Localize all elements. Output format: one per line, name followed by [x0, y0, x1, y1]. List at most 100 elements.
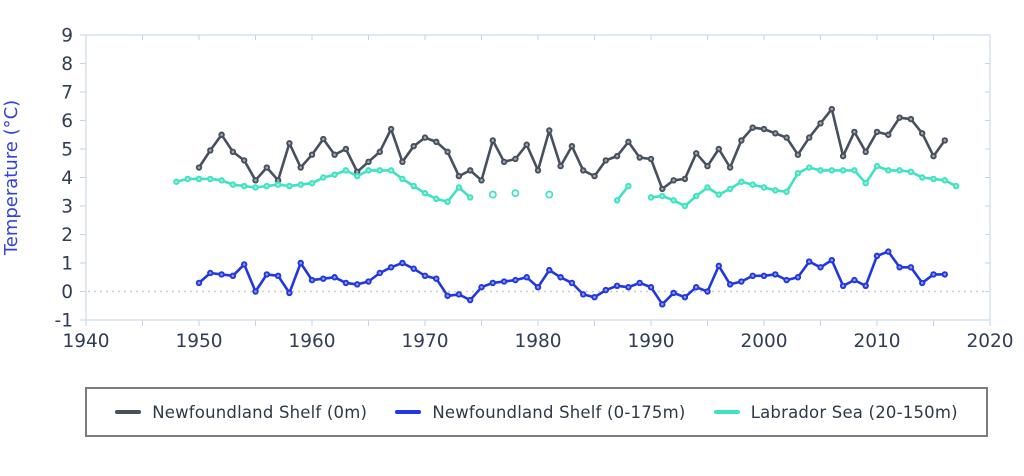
data-point-center-labrador-sea-20-150m [683, 204, 687, 208]
data-point-center-newfoundland-shelf-0-175m [231, 274, 235, 278]
data-point-center-labrador-sea-20-150m [468, 196, 472, 199]
data-point-center-newfoundland-shelf-0-175m [785, 278, 788, 282]
y-tick-label: 0 [61, 282, 73, 303]
data-point-center-newfoundland-shelf-0m [706, 164, 709, 168]
data-point-center-newfoundland-shelf-0-175m [661, 303, 664, 306]
data-point-center-newfoundland-shelf-0m [322, 137, 325, 141]
data-point-center-newfoundland-shelf-0m [638, 156, 641, 159]
series-line-labrador-sea-20-150m [649, 164, 958, 208]
data-point-center-newfoundland-shelf-0m [378, 150, 382, 154]
data-point-center-newfoundland-shelf-0-175m [389, 265, 393, 269]
data-point-center-newfoundland-shelf-0m [570, 144, 574, 148]
data-point-center-newfoundland-shelf-0m [683, 177, 687, 181]
data-point-center-newfoundland-shelf-0m [310, 153, 314, 156]
data-point-center-newfoundland-shelf-0-175m [593, 295, 596, 299]
data-point-center-labrador-sea-20-150m [333, 173, 336, 176]
y-tick-label: 2 [61, 225, 73, 246]
data-point-center-newfoundland-shelf-0m [288, 142, 291, 145]
data-point-center-newfoundland-shelf-0-175m [830, 258, 834, 262]
data-point-center-newfoundland-shelf-0m [231, 150, 235, 154]
data-point-center-newfoundland-shelf-0-175m [491, 281, 495, 285]
data-point-center-labrador-sea-20-150m [175, 180, 178, 184]
data-point-center-labrador-sea-20-150m [661, 194, 664, 198]
data-point-center-newfoundland-shelf-0-175m [514, 278, 517, 282]
data-point-center-newfoundland-shelf-0-175m [536, 285, 540, 289]
data-point-center-newfoundland-shelf-0-175m [378, 271, 382, 275]
data-point-center-labrador-sea-20-150m [615, 199, 619, 202]
data-point-center-newfoundland-shelf-0m [604, 159, 608, 162]
data-point-center-newfoundland-shelf-0m [807, 136, 811, 139]
data-point-center-labrador-sea-20-150m [446, 200, 449, 204]
data-point-center-newfoundland-shelf-0m [728, 166, 732, 169]
data-point-center-labrador-sea-20-150m [830, 169, 834, 172]
data-point-center-newfoundland-shelf-0-175m [898, 265, 901, 269]
x-tick-label: 2000 [740, 331, 787, 352]
legend-label: Labrador Sea (20-150m) [750, 402, 958, 422]
data-point-center-newfoundland-shelf-0m [355, 170, 359, 174]
data-point-center-newfoundland-shelf-0-175m [875, 254, 879, 258]
data-point-center-newfoundland-shelf-0m [615, 154, 619, 158]
data-point-center-labrador-sea-20-150m [288, 184, 291, 188]
data-point-center-newfoundland-shelf-0m [943, 139, 947, 142]
data-point-center-labrador-sea-20-150m [807, 166, 811, 169]
data-point-center-newfoundland-shelf-0m [898, 116, 901, 119]
data-point-center-labrador-sea-20-150m [627, 184, 630, 188]
legend-item-labrador-sea: Labrador Sea (20-150m) [713, 402, 958, 422]
legend-line-swatch-teal [713, 410, 740, 414]
data-point-center-labrador-sea-20-150m [367, 169, 370, 172]
data-point-center-newfoundland-shelf-0m [920, 132, 924, 135]
data-point-center-newfoundland-shelf-0-175m [774, 273, 777, 276]
data-point-center-labrador-sea-20-150m [186, 177, 189, 181]
data-point-center-newfoundland-shelf-0-175m [604, 288, 608, 292]
data-point-center-newfoundland-shelf-0m [762, 127, 766, 131]
x-tick-label: 2020 [966, 331, 1013, 352]
isolated-data-point-labrador-sea-20-150m [545, 190, 554, 199]
data-point-center-newfoundland-shelf-0-175m [446, 294, 449, 298]
data-point-center-labrador-sea-20-150m [864, 181, 867, 185]
data-point-center-newfoundland-shelf-0-175m [932, 273, 935, 276]
data-point-center-labrador-sea-20-150m [887, 169, 890, 172]
data-point-center-labrador-sea-20-150m [197, 177, 201, 181]
data-point-center-labrador-sea-20-150m [909, 170, 913, 174]
y-axis-title: Temperature (°C) [1, 100, 22, 256]
data-point-center-newfoundland-shelf-0m [423, 136, 427, 139]
data-point-center-newfoundland-shelf-0-175m [310, 278, 314, 282]
data-point-center-newfoundland-shelf-0m [197, 166, 201, 169]
data-point-center-newfoundland-shelf-0-175m [683, 295, 687, 299]
data-point-center-newfoundland-shelf-0m [514, 157, 517, 161]
data-point-center-labrador-sea-20-150m [435, 197, 438, 201]
legend-item-newfoundland-shelf-0-175m: Newfoundland Shelf (0-175m) [395, 403, 685, 422]
y-tick-label: 9 [61, 26, 73, 47]
y-tick-label: 6 [61, 111, 73, 132]
x-tick-label: 1940 [62, 331, 109, 352]
data-point-center-newfoundland-shelf-0m [446, 150, 449, 154]
data-point-center-labrador-sea-20-150m [751, 183, 754, 186]
data-point-center-labrador-sea-20-150m [355, 174, 359, 178]
x-tick-label: 1990 [627, 331, 674, 352]
x-tick-label: 1960 [288, 331, 335, 352]
data-point-center-newfoundland-shelf-0-175m [209, 271, 212, 275]
x-tick-label: 2010 [853, 331, 900, 352]
data-point-center-labrador-sea-20-150m [276, 183, 280, 186]
data-point-center-newfoundland-shelf-0m [932, 154, 935, 158]
data-point-center-newfoundland-shelf-0m [548, 129, 551, 132]
data-point-center-newfoundland-shelf-0m [457, 174, 461, 178]
data-point-center-labrador-sea-20-150m [728, 187, 732, 191]
data-point-center-newfoundland-shelf-0-175m [706, 290, 709, 293]
data-point-center-newfoundland-shelf-0m [875, 130, 879, 134]
data-point-center-newfoundland-shelf-0-175m [807, 260, 811, 263]
data-point-center-newfoundland-shelf-0m [242, 159, 246, 162]
legend-label: Newfoundland Shelf (0m) [152, 402, 368, 422]
data-point-center-newfoundland-shelf-0m [412, 144, 416, 148]
data-point-center-newfoundland-shelf-0-175m [412, 267, 416, 271]
data-point-center-labrador-sea-20-150m [412, 184, 416, 188]
data-point-center-newfoundland-shelf-0m [887, 133, 890, 137]
data-point-center-labrador-sea-20-150m [322, 176, 325, 179]
data-point-center-labrador-sea-20-150m [819, 169, 822, 172]
data-point-center-newfoundland-shelf-0m [299, 166, 303, 169]
data-point-center-newfoundland-shelf-0-175m [344, 281, 348, 285]
y-tick-label: 1 [61, 254, 73, 275]
legend-item-newfoundland-shelf-0m: Newfoundland Shelf (0m) [115, 403, 367, 422]
data-point-center-labrador-sea-20-150m [920, 176, 924, 179]
